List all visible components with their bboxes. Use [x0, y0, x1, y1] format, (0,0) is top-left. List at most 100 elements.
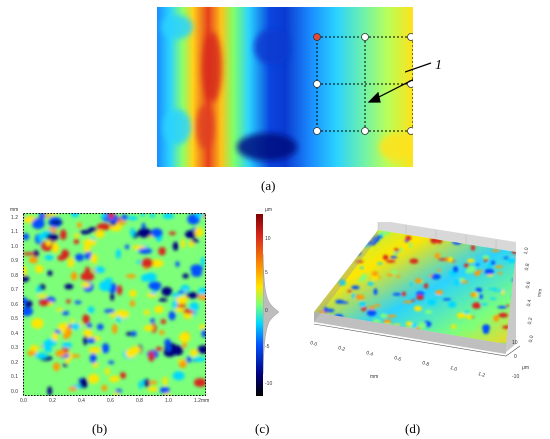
texture-blob	[148, 380, 158, 385]
surface-texture	[414, 305, 422, 312]
texture-blob	[154, 305, 164, 314]
texture-blob	[88, 227, 98, 233]
tick: 0	[514, 354, 517, 360]
surface-texture	[366, 268, 371, 272]
annotation-arrow	[367, 78, 413, 103]
texture-blob	[112, 323, 118, 334]
texture-blob	[68, 386, 77, 391]
texture-blob	[124, 244, 130, 250]
texture-blob	[74, 233, 80, 238]
surface-texture	[386, 260, 396, 263]
surface-texture	[321, 286, 330, 292]
surface-texture	[379, 313, 388, 319]
surface-texture	[334, 248, 345, 256]
texture-blob	[159, 386, 170, 394]
texture-blob	[153, 285, 160, 292]
texture-blob	[84, 250, 92, 260]
tick: 1.0	[11, 244, 18, 250]
texture-blob	[168, 231, 176, 236]
surface-texture	[372, 271, 379, 277]
texture-blob	[182, 342, 187, 349]
panel-a-label: (a)	[261, 178, 276, 193]
surface-texture	[357, 230, 366, 233]
texture-blob	[198, 324, 206, 330]
surface-texture	[494, 265, 504, 269]
surface-texture	[435, 290, 444, 295]
surface-texture	[386, 314, 397, 318]
tick: 0.7	[11, 287, 18, 293]
texture-blob	[31, 318, 44, 329]
texture-blob	[193, 378, 206, 388]
texture-blob	[201, 329, 206, 338]
texture-blob	[94, 229, 105, 239]
texture-blob	[92, 362, 99, 368]
texture-blob	[51, 331, 59, 341]
texture-blob	[186, 356, 192, 363]
surface-texture	[368, 305, 376, 310]
texture-blob	[39, 284, 46, 291]
tick: 0.4	[525, 299, 534, 307]
surface-texture	[464, 263, 470, 268]
texture-blob	[115, 248, 121, 259]
surface-texture	[334, 248, 343, 254]
tick: 0.8	[11, 273, 18, 279]
surface-texture	[411, 323, 418, 328]
selection-markers	[313, 33, 413, 135]
tick: 0.6	[107, 398, 114, 404]
texture-blob	[138, 248, 153, 254]
surface-texture	[442, 298, 452, 301]
surface-texture	[484, 268, 495, 275]
surface-texture	[409, 242, 413, 249]
surface-texture	[380, 230, 391, 235]
surface-texture	[489, 297, 497, 300]
surface-texture	[399, 247, 403, 253]
texture-blob	[82, 314, 90, 324]
surface-texture	[338, 279, 346, 286]
surface-texture	[355, 295, 365, 300]
tick: 0.1	[11, 374, 18, 380]
texture-blob	[47, 270, 53, 276]
texture-blob	[87, 337, 96, 344]
tick: 1.0	[522, 247, 531, 255]
surface-texture	[466, 258, 475, 263]
tick: -10	[512, 374, 520, 380]
surface-texture	[319, 294, 323, 299]
texture-blob	[61, 342, 73, 349]
surface-texture	[376, 262, 383, 265]
tick: 0	[265, 308, 268, 314]
surface-texture	[463, 310, 470, 314]
panel-d-z-unit: μm	[522, 365, 530, 371]
texture-blob	[160, 319, 167, 325]
texture-blob	[150, 228, 163, 238]
texture-blob	[73, 238, 80, 245]
surface-texture	[466, 314, 472, 320]
surface-texture	[473, 271, 481, 276]
texture-blob	[36, 285, 41, 294]
tick: 0.0	[527, 335, 536, 343]
panel-a	[157, 7, 413, 167]
texture-blob	[110, 292, 115, 301]
surface-texture	[347, 290, 352, 293]
panel-d-surface	[296, 222, 536, 392]
texture-blob	[129, 300, 136, 307]
tick: 0.5	[11, 316, 18, 322]
surface-texture	[336, 244, 344, 250]
texture-blob	[197, 287, 206, 295]
texture-blob	[90, 253, 98, 264]
texture-blob	[162, 376, 168, 386]
surface-texture	[483, 258, 489, 262]
texture-blob	[46, 233, 59, 242]
annotation-number: 1	[435, 58, 442, 73]
surface-texture	[427, 299, 437, 306]
texture-blob	[81, 282, 91, 288]
texture-blob	[137, 228, 152, 238]
texture-blob	[23, 252, 36, 256]
surface-texture	[390, 255, 398, 259]
surface-texture	[382, 254, 389, 260]
texture-blob	[185, 230, 197, 239]
tick: 0.2	[49, 398, 56, 404]
texture-blob	[189, 349, 198, 357]
surface-texture	[451, 324, 457, 330]
surface-texture	[401, 291, 406, 297]
texture-blob	[101, 213, 106, 219]
